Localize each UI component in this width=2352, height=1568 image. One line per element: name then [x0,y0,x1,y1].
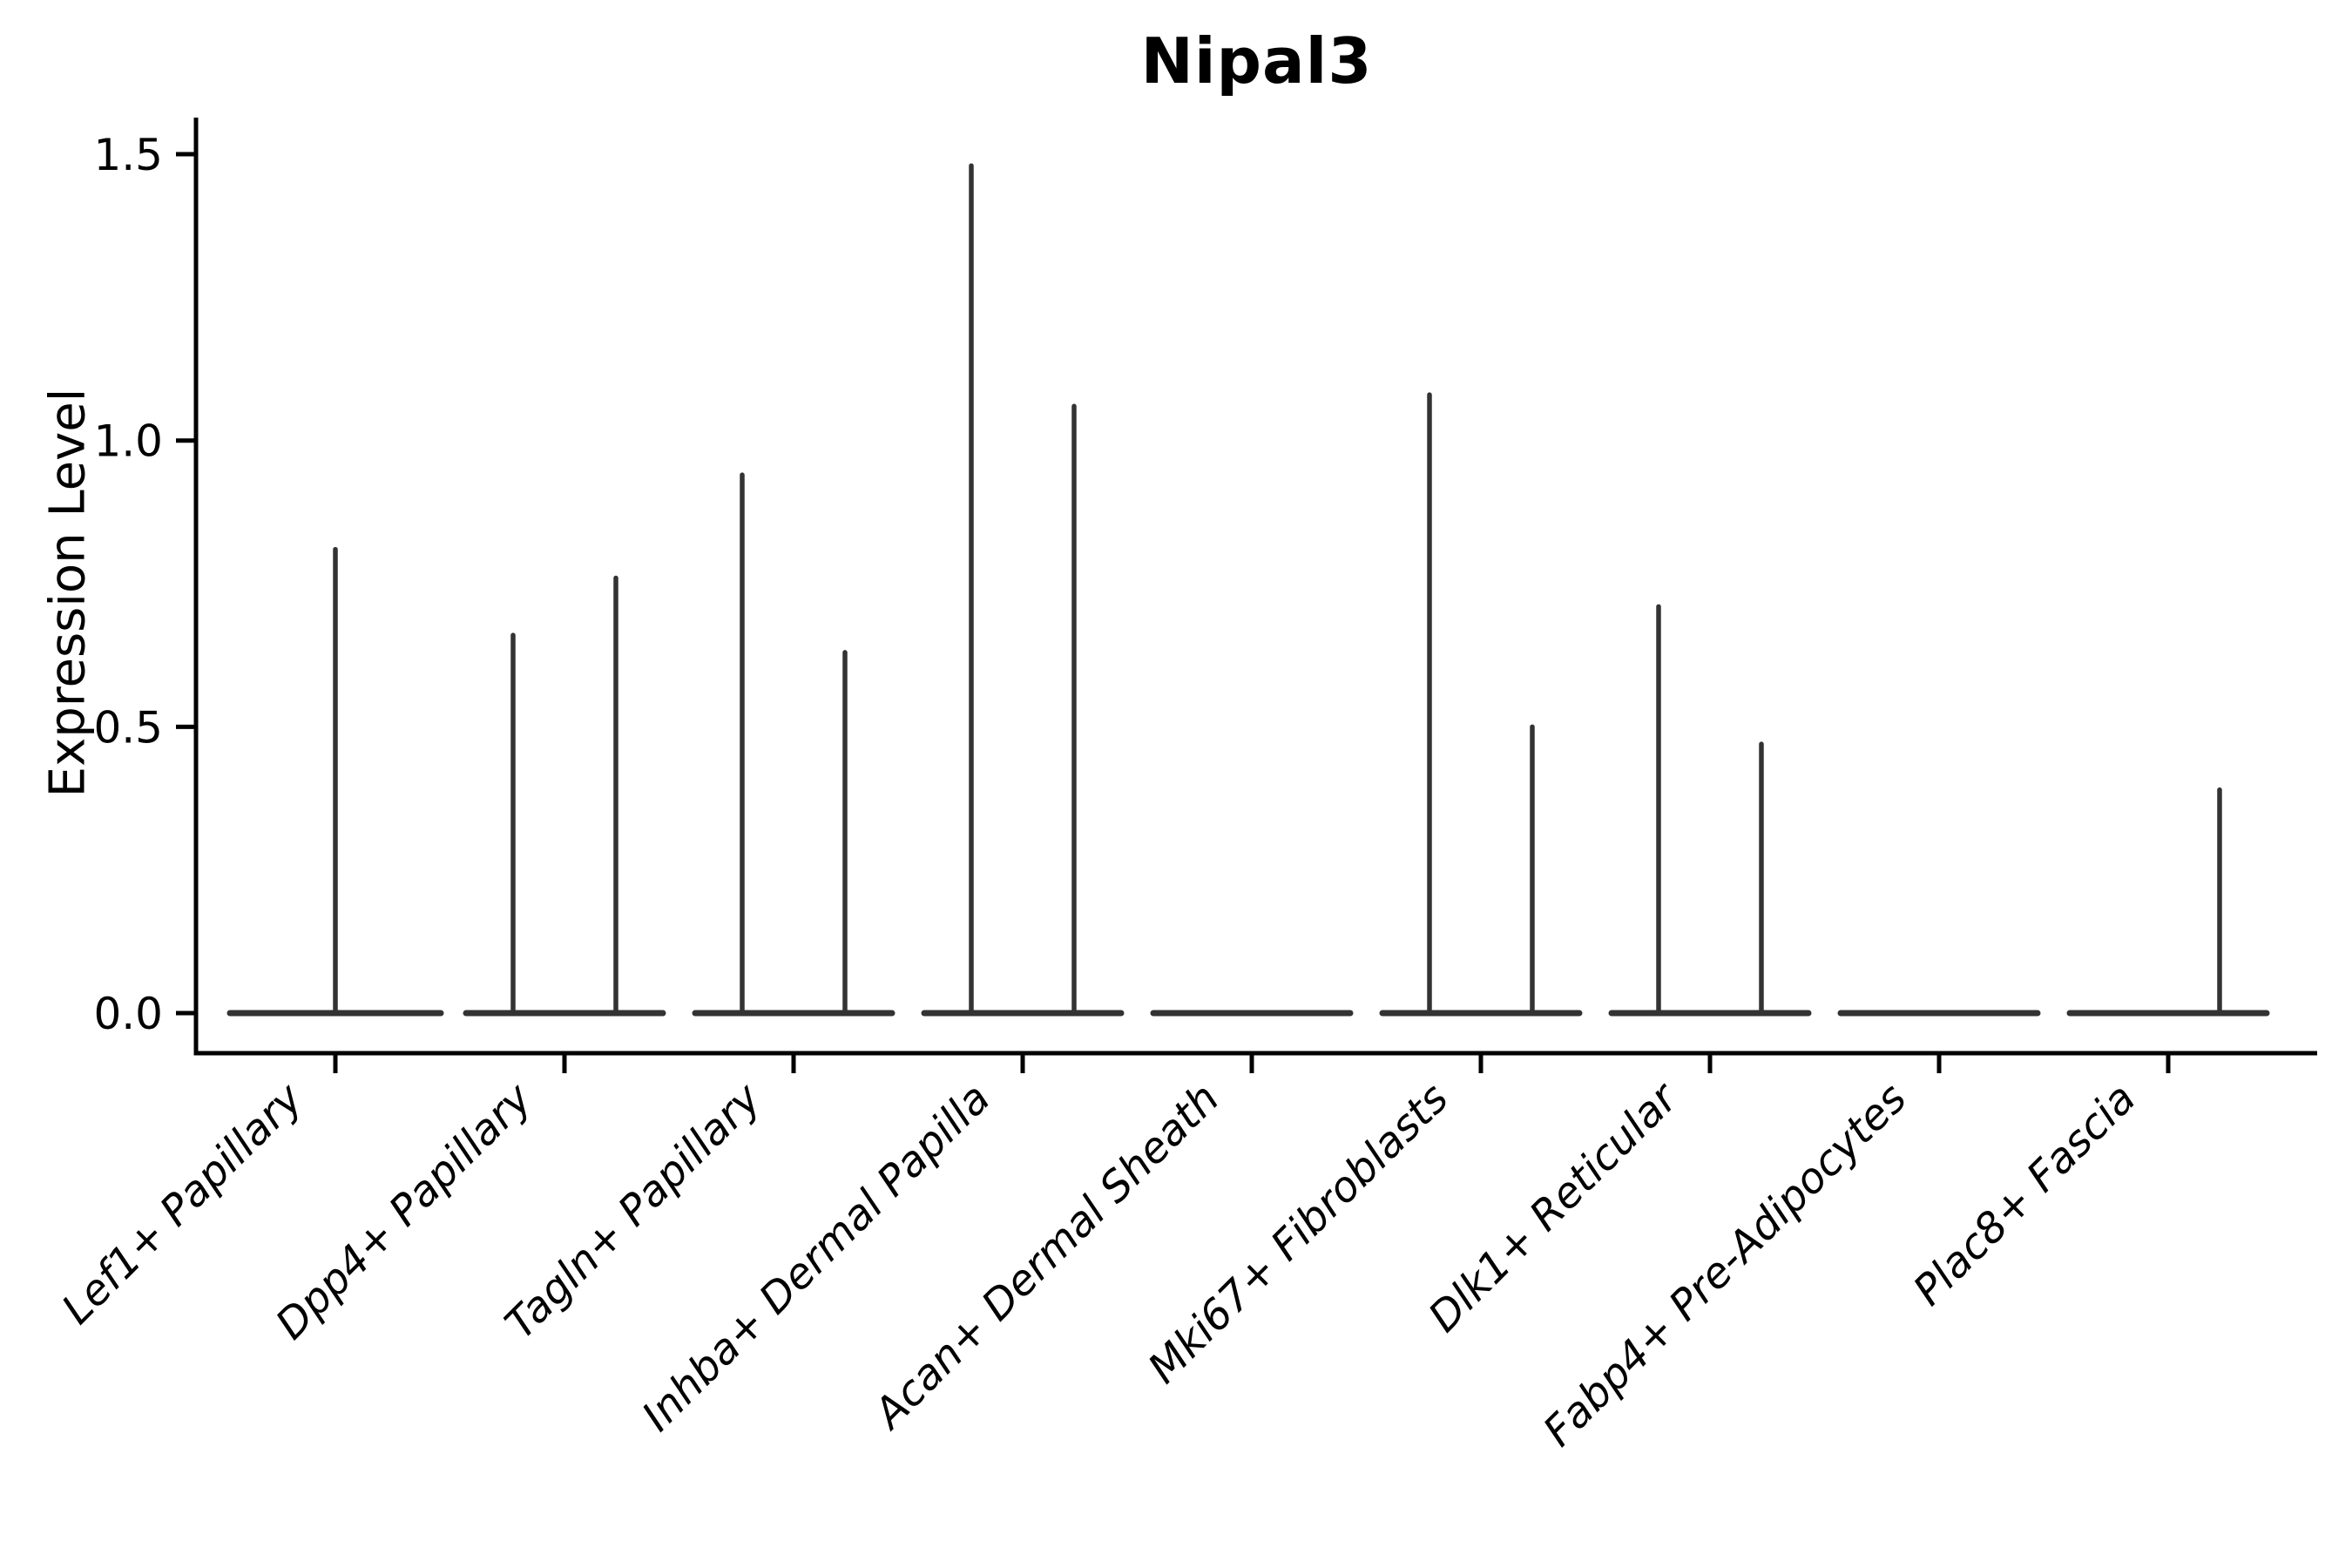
y-tick-label: 0.5 [93,702,163,753]
x-tick-label: Tagln+ Papillary [496,1073,771,1348]
y-tick-label: 0.0 [93,989,163,1039]
x-tick-label: Dlk1+ Reticular [1419,1072,1689,1342]
x-tick-label: Dpp4+ Papillary [267,1073,542,1348]
y-tick-label: 1.0 [93,416,163,467]
chart-title: Nipal3 [1140,24,1373,98]
y-tick-label: 1.5 [93,130,163,180]
x-tick-label: Lef1+ Papillary [52,1073,313,1334]
x-tick-label: Fabp4+ Pre-Adipocytes [1534,1074,1916,1456]
x-tick-label: Plac8+ Fascia [1904,1074,2146,1315]
